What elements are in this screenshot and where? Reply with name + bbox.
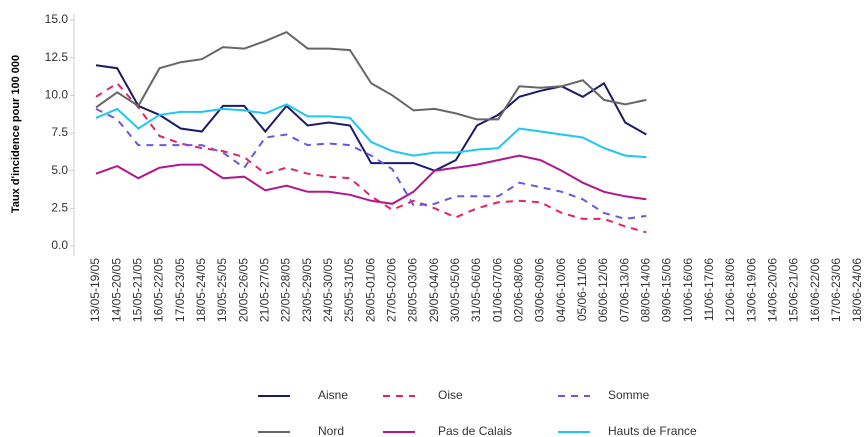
x-tick-label: 16/05-22/05 (152, 258, 166, 322)
series-line (95, 108, 647, 220)
x-tick-label: 25/05-31/05 (342, 258, 356, 322)
x-tick-label: 17/06-23/06 (829, 258, 843, 322)
y-tick-label: 7.5 (51, 125, 68, 139)
y-tick-label: 0.0 (51, 238, 68, 252)
y-axis-title: Taux d'incidence pour 100 000 (10, 55, 22, 213)
x-tick-label: 03/06-09/06 (533, 258, 547, 322)
legend-label: Somme (608, 388, 650, 402)
x-tick-label: 01/06-07/06 (490, 258, 504, 322)
legend-label: Pas de Calais (438, 424, 512, 437)
x-tick-label: 02/06-08/06 (512, 258, 526, 322)
x-tick-label: 05/06-11/06 (575, 258, 589, 321)
x-tick-label: 13/05-19/05 (88, 258, 102, 322)
x-tick-label: 20/05-26/05 (236, 258, 250, 322)
x-tick-label: 24/05-30/05 (321, 258, 335, 322)
x-tick-label: 28/05-03/06 (406, 258, 420, 322)
x-tick-label: 15/05-21/05 (131, 258, 145, 322)
x-tick-label: 30/05-05/06 (448, 258, 462, 322)
x-tick-label: 26/05-01/06 (363, 258, 377, 322)
y-tick-label: 12.5 (45, 50, 69, 64)
series-line (95, 30, 647, 121)
series-line (95, 154, 647, 205)
x-tick-label: 10/06-16/06 (681, 258, 695, 322)
legend-label: Hauts de France (608, 424, 697, 437)
x-tick-label: 06/06-12/06 (596, 258, 610, 322)
y-tick-label: 10.0 (45, 88, 69, 102)
x-tick-label: 17/05-23/05 (173, 258, 187, 322)
x-tick-label: 14/06-20/06 (766, 258, 780, 322)
x-tick-label: 11/06-17/06 (702, 258, 716, 321)
x-tick-label: 19/05-25/05 (215, 258, 229, 322)
x-tick-label: 08/06-14/06 (639, 258, 653, 322)
x-tick-label: 18/05-24/05 (194, 258, 208, 322)
x-tick-label: 18/06-24/06 (850, 258, 864, 322)
x-tick-label: 27/05-02/06 (385, 258, 399, 322)
x-tick-label: 09/06-15/06 (660, 258, 674, 322)
x-tick-label: 14/05-20/05 (109, 258, 123, 322)
x-tick-label: 07/06-13/06 (617, 258, 631, 322)
series-line (95, 103, 647, 159)
x-tick-label: 21/05-27/05 (258, 258, 272, 322)
x-tick-label: 23/05-29/05 (300, 258, 314, 322)
x-tick-label: 12/06-18/06 (723, 258, 737, 322)
legend-label: Nord (318, 424, 344, 437)
x-tick-label: 22/05-28/05 (279, 258, 293, 322)
series-line (95, 81, 647, 234)
x-tick-label: 13/06-19/06 (744, 258, 758, 322)
y-tick-label: 5.0 (51, 163, 68, 177)
legend-label: Aisne (318, 388, 348, 402)
legend-label: Oise (438, 388, 463, 402)
y-tick-label: 2.5 (51, 201, 68, 215)
y-tick-label: 15.0 (45, 12, 69, 26)
x-tick-label: 15/06-21/06 (787, 258, 801, 322)
x-tick-label: 16/06-22/06 (808, 258, 822, 322)
x-tick-label: 31/05-06/06 (469, 258, 483, 322)
x-tick-label: 29/05-04/06 (427, 258, 441, 322)
x-tick-label: 04/06-10/06 (554, 258, 568, 322)
